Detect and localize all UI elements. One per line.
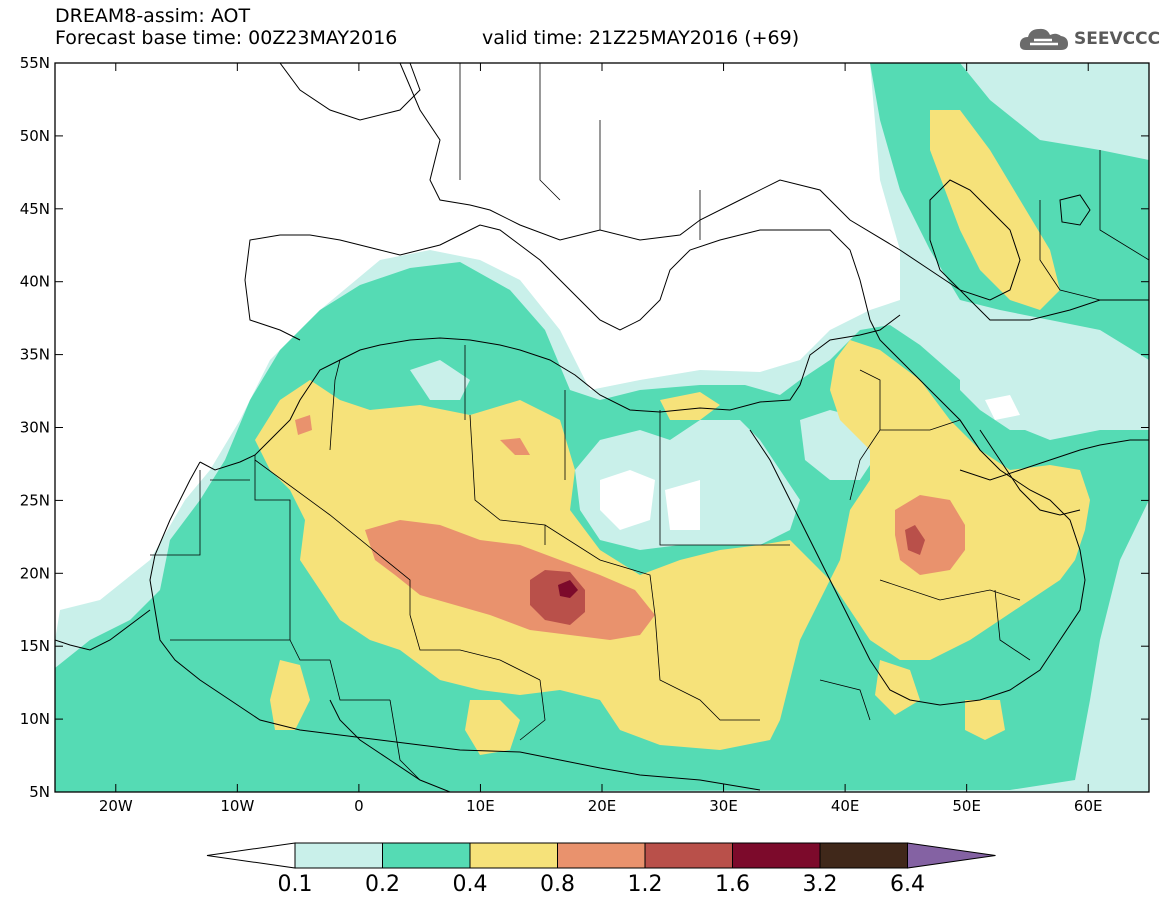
aot-band-0.4 xyxy=(255,110,1090,755)
logo-text: SEEVCCC xyxy=(1074,29,1161,49)
colorbar-upper-arrow xyxy=(907,842,996,869)
lon-tick-label: 30E xyxy=(709,797,738,815)
colorbar-segment xyxy=(294,842,383,869)
colorbar-segment xyxy=(557,842,646,869)
cloud-icon xyxy=(1019,28,1068,50)
lon-tick-label: 40E xyxy=(831,797,860,815)
colorbar-lower-arrow xyxy=(206,842,296,869)
lat-tick-label: 5N xyxy=(29,783,50,801)
forecast-base-time: Forecast base time: 00Z23MAY2016 xyxy=(55,27,398,49)
lon-tick-label: 20W xyxy=(99,797,133,815)
colorbar-segment xyxy=(382,842,471,869)
colorbar-segment xyxy=(819,842,908,869)
lon-tick-label: 60E xyxy=(1074,797,1103,815)
country-borders xyxy=(150,63,1149,781)
colorbar-label: 0.4 xyxy=(453,872,488,897)
lat-tick-label: 25N xyxy=(20,491,50,509)
lat-tick-label: 20N xyxy=(20,564,50,582)
aot-shading xyxy=(55,63,1149,792)
seevccc-logo: SEEVCCC xyxy=(1018,24,1160,54)
lon-tick-label: 10W xyxy=(220,797,254,815)
lat-tick-label: 50N xyxy=(20,127,50,145)
map-axes: 55N 50N 45N 40N 35N 30N 25N 20N 15N 10N 5N 20W 10W 0 1… xyxy=(20,54,1149,815)
lat-tick-label: 10N xyxy=(20,710,50,728)
colorbar-label: 1.2 xyxy=(628,872,663,897)
aot-white-pockets xyxy=(600,395,1020,530)
lat-tick-label: 35N xyxy=(20,346,50,364)
aot-band-1.6 xyxy=(558,580,578,598)
coastlines xyxy=(55,63,1149,792)
lat-tick-label: 40N xyxy=(20,273,50,291)
colorbar-segment xyxy=(732,842,821,869)
colorbar-segment xyxy=(644,842,733,869)
lat-tick-label: 15N xyxy=(20,637,50,655)
colorbar-label: 6.4 xyxy=(890,872,925,897)
lon-tick-label: 0 xyxy=(354,797,364,815)
colorbar-label: 1.6 xyxy=(715,872,750,897)
colorbar: 0.1 0.2 0.4 0.8 1.2 1.6 3.2 6.4 xyxy=(206,842,996,897)
lat-tick-label: 30N xyxy=(20,419,50,437)
colorbar-segment xyxy=(469,842,558,869)
colorbar-label: 0.8 xyxy=(540,872,575,897)
valid-time: valid time: 21Z25MAY2016 (+69) xyxy=(482,27,800,49)
lon-tick-label: 50E xyxy=(952,797,981,815)
colorbar-label: 0.2 xyxy=(365,872,400,897)
lat-tick-label: 55N xyxy=(20,54,50,72)
map-title: DREAM8-assim: AOT xyxy=(55,5,251,27)
lon-tick-label: 20E xyxy=(588,797,617,815)
colorbar-label: 3.2 xyxy=(803,872,838,897)
colorbar-label: 0.1 xyxy=(278,872,313,897)
lat-tick-label: 45N xyxy=(20,200,50,218)
lon-tick-label: 10E xyxy=(466,797,495,815)
